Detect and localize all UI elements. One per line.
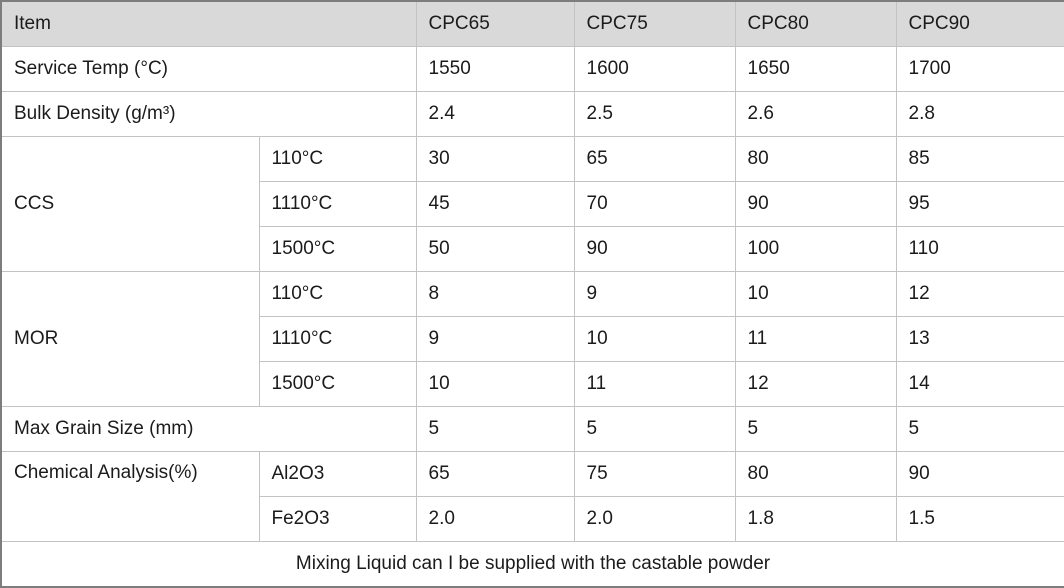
bulk-density-cpc75: 2.5: [573, 91, 736, 137]
mor-sub-label-1500: 1500°C: [258, 361, 417, 407]
al2o3-cpc80: 80: [734, 451, 897, 497]
header-cpc90: CPC90: [895, 0, 1064, 47]
header-cpc80: CPC80: [734, 0, 897, 47]
ccs-1500-cpc90: 110: [895, 226, 1064, 272]
service-temp-cpc75: 1600: [573, 46, 736, 92]
fe2o3-cpc90: 1.5: [895, 496, 1064, 542]
max-grain-cpc80: 5: [734, 406, 897, 452]
mor-1110-cpc75: 10: [573, 316, 736, 362]
row-ccs-1110: 1110°C 45 70 90 95: [1, 181, 1064, 227]
bulk-density-cpc80: 2.6: [734, 91, 897, 137]
row-ccs-110: CCS 110°C 30 65 80 85: [0, 136, 1064, 272]
row-mor-110: MOR 110°C 8 9 10 12: [0, 271, 1064, 407]
ccs-sub-label-1500: 1500°C: [258, 226, 417, 272]
mor-110-cpc75: 9: [573, 271, 736, 317]
footer-row: Mixing Liquid can I be supplied with the…: [0, 541, 1064, 588]
al2o3-cpc75: 75: [573, 451, 736, 497]
ccs-110-cpc80: 80: [734, 136, 897, 182]
mor-1110-cpc65: 9: [415, 316, 575, 362]
header-cpc65: CPC65: [415, 0, 575, 47]
service-temp-cpc90: 1700: [895, 46, 1064, 92]
mor-1500-cpc65: 10: [415, 361, 575, 407]
ccs-110-cpc65: 30: [415, 136, 575, 182]
row-chemical-al2o3: Chemical Analysis(%) Al2O3 65 75 80 90: [0, 451, 1064, 542]
chemical-sub-label-fe2o3: Fe2O3: [258, 496, 417, 542]
max-grain-label: Max Grain Size (mm): [0, 406, 417, 452]
fe2o3-cpc80: 1.8: [734, 496, 897, 542]
mor-1500-cpc75: 11: [573, 361, 736, 407]
mor-sub-label-1110: 1110°C: [258, 316, 417, 362]
chemical-analysis-label: Chemical Analysis(%): [0, 451, 260, 542]
ccs-1500-cpc65: 50: [415, 226, 575, 272]
row-service-temp: Service Temp (°C) 1550 1600 1650 1700: [0, 46, 1064, 92]
mor-1500-cpc80: 12: [734, 361, 897, 407]
ccs-1500-cpc80: 100: [734, 226, 897, 272]
footer-note: Mixing Liquid can I be supplied with the…: [0, 541, 1064, 588]
service-temp-cpc65: 1550: [415, 46, 575, 92]
ccs-label: CCS: [0, 136, 260, 272]
header-item: Item: [0, 0, 417, 47]
max-grain-cpc75: 5: [573, 406, 736, 452]
max-grain-cpc65: 5: [415, 406, 575, 452]
ccs-sub-label-110: 110°C: [258, 136, 417, 182]
al2o3-cpc90: 90: [895, 451, 1064, 497]
mor-110-cpc80: 10: [734, 271, 897, 317]
row-mor-1500: 1500°C 10 11 12 14: [1, 361, 1064, 407]
service-temp-cpc80: 1650: [734, 46, 897, 92]
mor-110-cpc90: 12: [895, 271, 1064, 317]
fe2o3-cpc65: 2.0: [415, 496, 575, 542]
ccs-110-cpc75: 65: [573, 136, 736, 182]
chemical-sub-label-al2o3: Al2O3: [258, 451, 417, 497]
bulk-density-label: Bulk Density (g/m³): [0, 91, 417, 137]
ccs-1500-cpc75: 90: [573, 226, 736, 272]
mor-sub-label-110: 110°C: [258, 271, 417, 317]
ccs-1110-cpc65: 45: [415, 181, 575, 227]
row-ccs-1500: 1500°C 50 90 100 110: [1, 226, 1064, 272]
mor-110-cpc65: 8: [415, 271, 575, 317]
header-row: Item CPC65 CPC75 CPC80 CPC90: [0, 0, 1064, 47]
mor-1110-cpc80: 11: [734, 316, 897, 362]
row-bulk-density: Bulk Density (g/m³) 2.4 2.5 2.6 2.8: [0, 91, 1064, 137]
ccs-1110-cpc80: 90: [734, 181, 897, 227]
bulk-density-cpc65: 2.4: [415, 91, 575, 137]
ccs-110-cpc90: 85: [895, 136, 1064, 182]
max-grain-cpc90: 5: [895, 406, 1064, 452]
mor-1500-cpc90: 14: [895, 361, 1064, 407]
mor-label: MOR: [0, 271, 260, 407]
row-chemical-fe2o3: Fe2O3 2.0 2.0 1.8 1.5: [1, 496, 1064, 542]
al2o3-cpc65: 65: [415, 451, 575, 497]
header-cpc75: CPC75: [573, 0, 736, 47]
ccs-1110-cpc75: 70: [573, 181, 736, 227]
ccs-1110-cpc90: 95: [895, 181, 1064, 227]
mor-1110-cpc90: 13: [895, 316, 1064, 362]
row-max-grain: Max Grain Size (mm) 5 5 5 5: [0, 406, 1064, 452]
bulk-density-cpc90: 2.8: [895, 91, 1064, 137]
service-temp-label: Service Temp (°C): [0, 46, 417, 92]
ccs-sub-label-1110: 1110°C: [258, 181, 417, 227]
fe2o3-cpc75: 2.0: [573, 496, 736, 542]
